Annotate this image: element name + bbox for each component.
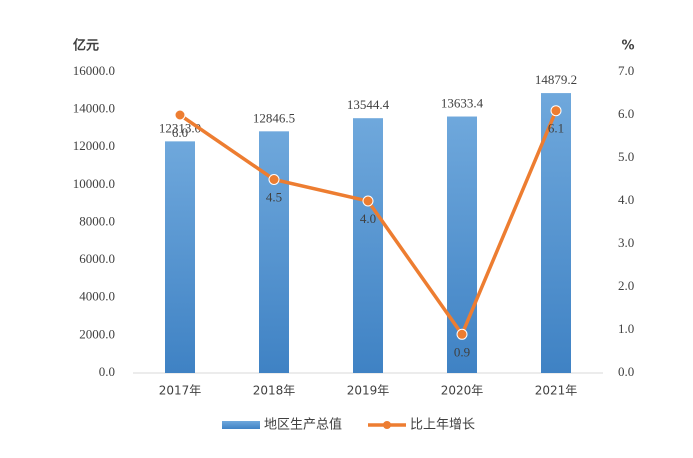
- y2-tick-label: 0.0: [618, 364, 634, 379]
- y-tick-label: 12000.0: [73, 138, 115, 153]
- legend-label: 比上年增长: [410, 418, 475, 433]
- bar: [259, 131, 289, 373]
- legend-swatch-point: [383, 421, 391, 429]
- line-point: [268, 174, 280, 185]
- bar: [353, 118, 383, 373]
- bar: [165, 141, 195, 373]
- bar-value-label: 14879.2: [535, 72, 577, 87]
- x-tick-label: 2021年: [535, 384, 578, 398]
- x-tick-label: 2020年: [441, 384, 484, 398]
- line-point: [456, 328, 468, 340]
- y-tick-label: 10000.0: [73, 176, 115, 191]
- y-axis-label: 亿元: [73, 38, 99, 54]
- y-tick-label: 0.0: [99, 364, 115, 379]
- y2-tick-label: 4.0: [618, 192, 634, 207]
- line-value-label: 0.9: [454, 344, 470, 359]
- line-point: [174, 109, 186, 121]
- y-tick-label: 14000.0: [73, 101, 115, 116]
- y2-axis-label: %: [621, 39, 634, 54]
- line-point: [362, 195, 374, 207]
- legend-swatch: [222, 421, 260, 429]
- line-value-label: 4.5: [266, 189, 282, 204]
- y-tick-label: 2000.0: [79, 326, 115, 341]
- x-tick-label: 2019年: [347, 384, 390, 398]
- y2-tick-label: 5.0: [618, 149, 634, 164]
- y2-tick-label: 2.0: [618, 278, 634, 293]
- y2-tick-label: 3.0: [618, 235, 634, 250]
- line-point: [550, 105, 562, 117]
- y-tick-label: 6000.0: [79, 251, 115, 266]
- line-value-label: 4.0: [360, 211, 376, 226]
- bar-value-label: 12846.5: [253, 110, 295, 125]
- x-tick-label: 2018年: [253, 384, 296, 398]
- bar-value-label: 13544.4: [347, 97, 390, 112]
- x-tick-label: 2017年: [159, 384, 202, 398]
- bar-value-label: 13633.4: [441, 96, 484, 111]
- y-tick-label: 16000.0: [73, 63, 115, 78]
- y-tick-label: 8000.0: [79, 213, 115, 228]
- y2-tick-label: 7.0: [618, 63, 634, 78]
- y2-tick-label: 6.0: [618, 106, 634, 121]
- line-value-label: 6.1: [548, 121, 564, 136]
- y-tick-label: 4000.0: [79, 289, 115, 304]
- y2-tick-label: 1.0: [618, 321, 634, 336]
- legend-label: 地区生产总值: [264, 417, 342, 433]
- line-value-label: 6.0: [172, 125, 188, 140]
- bar: [541, 93, 571, 373]
